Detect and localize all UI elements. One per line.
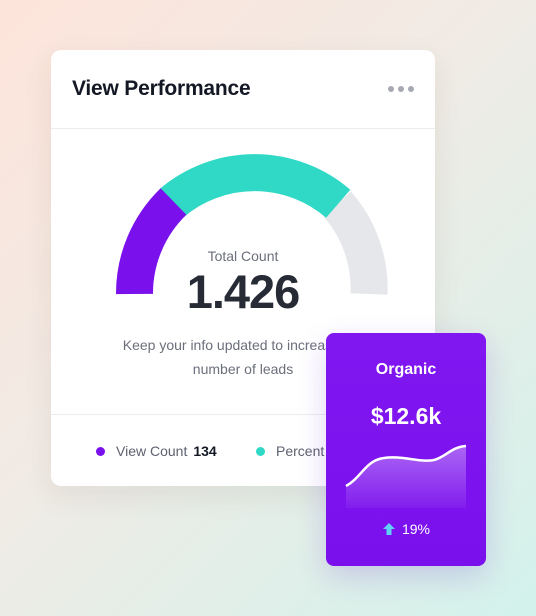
gauge-segment-purple: [115, 188, 187, 295]
more-horizontal-icon[interactable]: [388, 86, 414, 92]
sparkline-area: [346, 446, 466, 508]
total-count-label: Total Count: [207, 248, 279, 264]
teal-dot-icon: [256, 446, 265, 456]
organic-sparkline: [345, 444, 467, 508]
legend-label: Percent: [276, 443, 325, 459]
card-header: View Performance: [51, 50, 435, 129]
organic-card: Organic $12.6k 19%: [326, 333, 486, 566]
legend-item-view-count: View Count 134: [96, 443, 217, 459]
total-count-value: 1.426: [186, 265, 301, 318]
card-title: View Performance: [72, 77, 251, 100]
arrow-up-icon: [382, 522, 396, 536]
organic-value: $12.6k: [370, 403, 442, 429]
legend: View Count 134 Percent: [51, 414, 435, 486]
organic-trend-value: 19%: [401, 521, 431, 537]
legend-value: 134: [193, 443, 217, 459]
sparkline-line: [345, 444, 467, 488]
organic-label: Organic: [375, 361, 437, 378]
legend-label: View Count: [116, 443, 188, 459]
organic-trend: 19%: [326, 521, 486, 537]
card-description: Keep your info updated to increase the n…: [122, 337, 364, 377]
view-performance-card: View Performance Total Count 1.426 Keep …: [51, 50, 435, 486]
legend-item-percent: Percent: [256, 443, 324, 459]
gauge-segment-gray: [322, 191, 388, 295]
gauge-segment-teal: [159, 154, 351, 219]
purple-dot-icon: [96, 446, 105, 456]
gauge-chart: [115, 154, 388, 295]
